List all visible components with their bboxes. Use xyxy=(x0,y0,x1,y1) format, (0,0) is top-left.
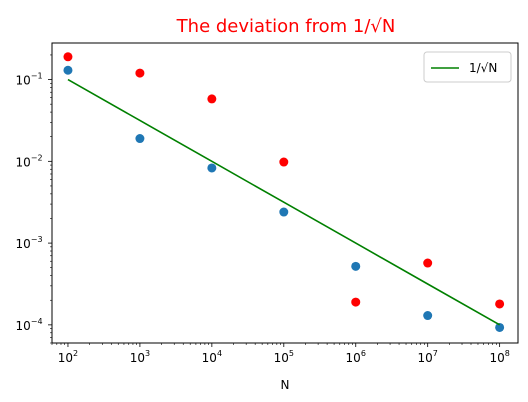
data-point-1-2 xyxy=(207,163,217,173)
y-tick-label: 10−3 xyxy=(15,235,42,251)
x-tick-label: 108 xyxy=(489,349,509,365)
data-point-0-4 xyxy=(351,297,361,307)
data-point-0-0 xyxy=(63,52,73,62)
x-axis: 102 103 104 105 106 107 108 xyxy=(51,343,510,365)
data-point-0-2 xyxy=(207,94,217,104)
data-point-1-1 xyxy=(135,134,145,144)
legend: 1/√N xyxy=(423,51,512,83)
x-tick-label: 106 xyxy=(346,349,366,365)
x-tick-label: 105 xyxy=(274,349,294,365)
data-point-0-1 xyxy=(135,68,145,78)
data-point-0-5 xyxy=(423,258,433,268)
data-point-0-6 xyxy=(495,299,505,309)
data-point-1-5 xyxy=(423,311,433,321)
chart-title: The deviation from 1/√N xyxy=(176,16,396,37)
data-point-0-3 xyxy=(279,157,289,167)
y-tick-label: 10−4 xyxy=(15,317,42,333)
y-tick-label: 10−2 xyxy=(15,153,42,169)
x-tick-label: 103 xyxy=(130,349,150,365)
y-tick-label: 10−1 xyxy=(15,72,42,88)
series-line xyxy=(67,78,501,326)
legend-label: 1/√N xyxy=(469,61,497,75)
data-point-1-3 xyxy=(279,207,289,217)
x-tick-label: 102 xyxy=(58,349,78,365)
data-point-1-6 xyxy=(495,322,505,332)
data-point-1-0 xyxy=(63,65,73,75)
y-axis: 10−1 10−2 10−3 10−4 xyxy=(15,54,52,344)
plot-area xyxy=(63,52,505,332)
x-axis-label: N xyxy=(281,378,290,392)
data-point-1-4 xyxy=(351,261,361,271)
legend-box xyxy=(423,51,512,83)
axes-frame xyxy=(51,42,519,344)
x-tick-label: 104 xyxy=(202,349,222,365)
x-tick-label: 107 xyxy=(418,349,438,365)
